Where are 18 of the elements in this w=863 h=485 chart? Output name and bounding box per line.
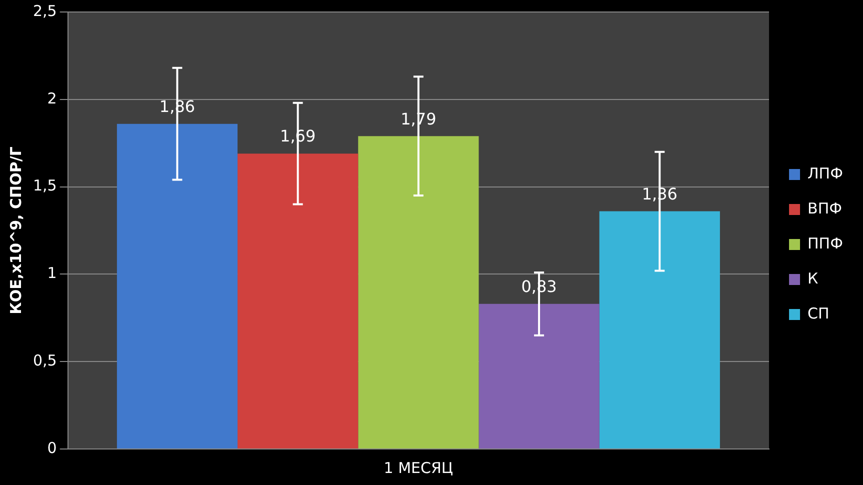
y-tick-label: 1,5 bbox=[32, 176, 57, 195]
x-tick-label: 1 МЕСЯЦ bbox=[384, 458, 454, 477]
legend-label: К bbox=[808, 269, 819, 288]
y-tick-label: 0 bbox=[47, 438, 57, 457]
legend-label: ЛПФ bbox=[808, 164, 844, 182]
y-axis-title: КОЕ,x10^9, СПОР/Г bbox=[6, 146, 25, 314]
bar bbox=[599, 211, 720, 448]
bar bbox=[116, 124, 238, 448]
y-tick-label: 2,5 bbox=[32, 2, 57, 20]
bar bbox=[358, 136, 479, 448]
bar bbox=[478, 304, 600, 448]
y-tick-label: 1 bbox=[47, 264, 57, 282]
legend-label: СП bbox=[808, 304, 830, 322]
bar bbox=[238, 154, 358, 448]
y-tick-label: 2 bbox=[47, 89, 57, 108]
y-tick-label: 0,5 bbox=[32, 351, 57, 370]
legend-label: ВПФ bbox=[808, 199, 842, 218]
legend-label: ППФ bbox=[808, 234, 844, 252]
